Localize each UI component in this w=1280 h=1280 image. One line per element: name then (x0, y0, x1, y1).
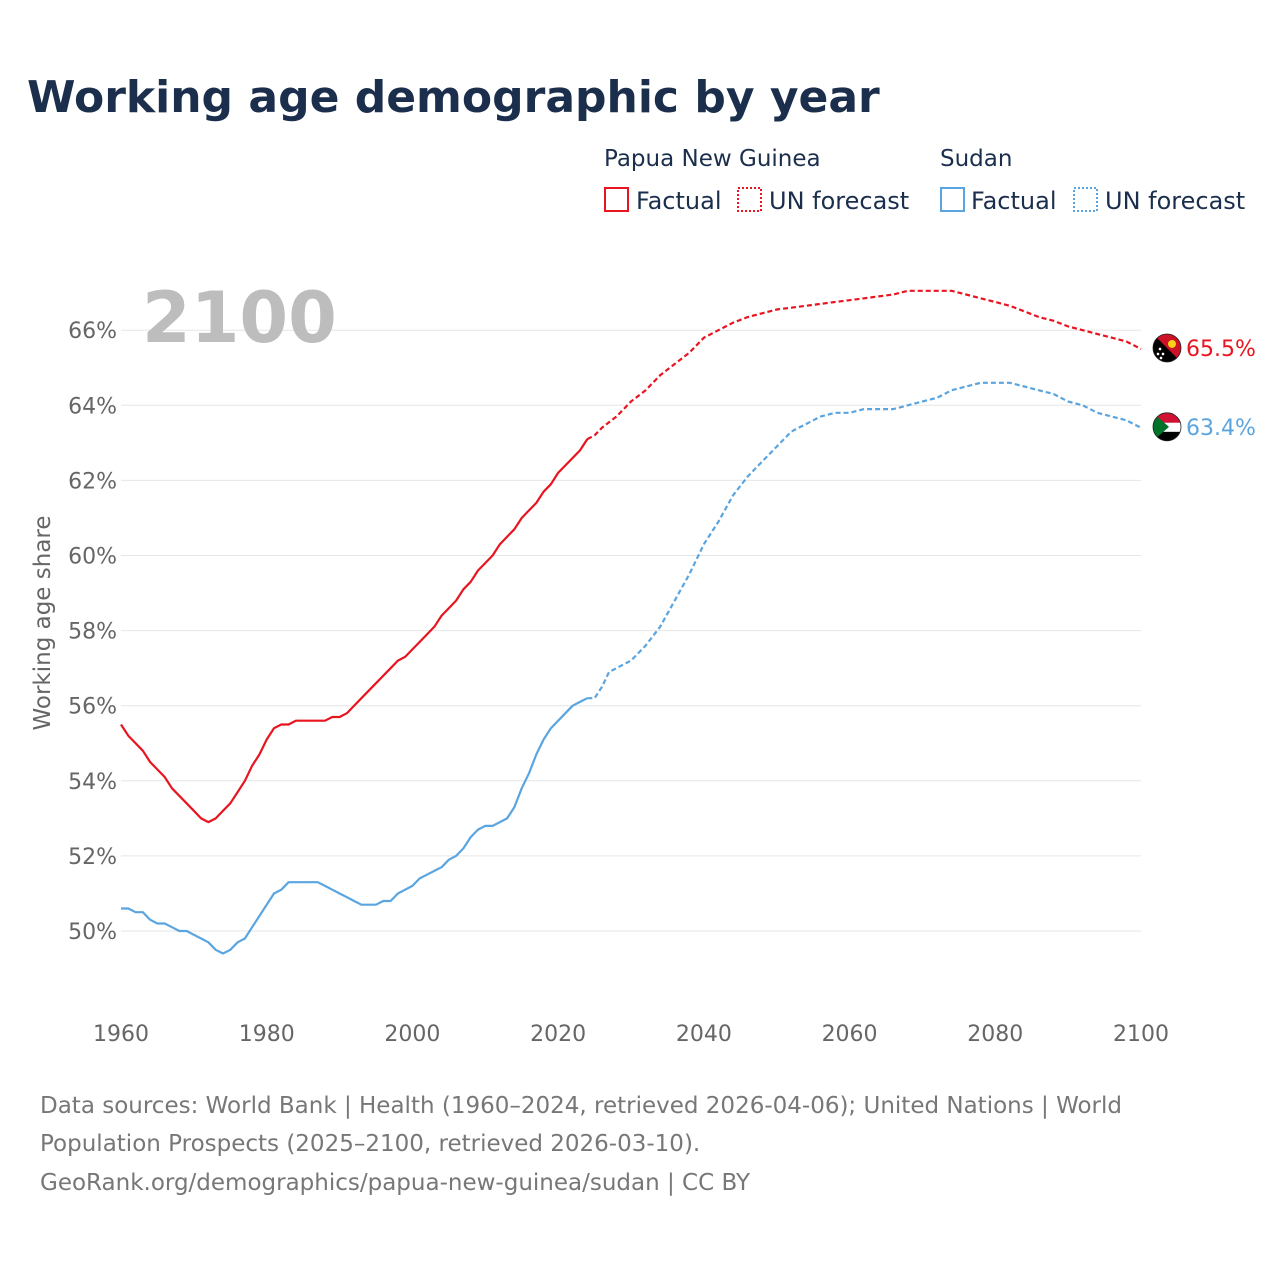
source-line-2: Population Prospects (2025–2100, retriev… (40, 1131, 700, 1157)
legend-swatch-forecast-papua-new-guinea (737, 187, 762, 212)
y-tick-label: 62% (68, 469, 117, 494)
series-line-forecast-sudan[interactable] (587, 381, 1142, 700)
papua-new-guinea-flag-icon (1153, 333, 1181, 362)
series-line-factual-papua-new-guinea[interactable] (120, 438, 589, 824)
x-tick-label: 2040 (676, 1022, 732, 1047)
series-line-forecast-papua-new-guinea[interactable] (586, 289, 1142, 441)
x-tick-label: 2020 (530, 1022, 586, 1047)
legend-label-factual-sudan: Factual (971, 187, 1057, 215)
legend-label-forecast-papua-new-guinea: UN forecast (769, 187, 909, 215)
series-line-factual-sudan[interactable] (121, 697, 588, 955)
y-tick-label: 50% (68, 920, 117, 945)
legend-label-factual-papua-new-guinea: Factual (636, 187, 722, 215)
end-value-label-sudan: 63.4% (1186, 416, 1256, 441)
end-value-label-papua-new-guinea: 65.5% (1186, 337, 1256, 362)
source-link[interactable]: GeoRank.org/demographics/papua-new-guine… (40, 1170, 751, 1196)
x-axis-ticks: 1960 1980 2000 2020 2040 2060 2080 2100 (93, 1022, 1169, 1047)
x-tick-label: 2000 (384, 1022, 440, 1047)
legend-group-papua-new-guinea[interactable]: Papua New Guinea Factual UN forecast (604, 146, 909, 215)
y-axis-ticks: 50% 52% 54% 56% 58% 60% 62% 64% 66% (68, 319, 117, 945)
current-year-watermark: 2100 (142, 277, 337, 359)
legend-group-title-papua-new-guinea: Papua New Guinea (604, 146, 821, 172)
x-tick-label: 1960 (93, 1022, 149, 1047)
gridlines (121, 329, 1141, 932)
series-lines (120, 289, 1142, 955)
source-line-1: Data sources: World Bank | Health (1960–… (40, 1093, 1122, 1119)
x-tick-label: 2080 (967, 1022, 1023, 1047)
series-endpoints: 65.5% 63.4% (1152, 333, 1256, 442)
x-tick-label: 1980 (239, 1022, 295, 1047)
legend-swatch-forecast-sudan (1073, 187, 1098, 212)
legend-group-sudan[interactable]: Sudan Factual UN forecast (940, 146, 1245, 215)
legend-swatch-factual-sudan (940, 187, 965, 212)
y-tick-label: 54% (68, 770, 117, 795)
y-tick-label: 64% (68, 394, 117, 419)
y-axis-label: Working age share (30, 515, 56, 730)
chart-title: Working age demographic by year (27, 72, 880, 123)
legend-group-title-sudan: Sudan (940, 146, 1012, 172)
y-tick-label: 52% (68, 845, 117, 870)
y-tick-label: 66% (68, 319, 117, 344)
y-tick-label: 58% (68, 620, 117, 645)
flag-ring (1152, 333, 1182, 363)
y-tick-label: 56% (68, 695, 117, 720)
y-tick-label: 60% (68, 545, 117, 570)
flag-ring (1152, 412, 1182, 442)
legend: Papua New Guinea Factual UN forecast Sud… (604, 146, 1245, 215)
sudan-flag-icon (1153, 412, 1181, 441)
legend-label-forecast-sudan: UN forecast (1105, 187, 1245, 215)
x-tick-label: 2100 (1113, 1022, 1169, 1047)
legend-swatch-factual-papua-new-guinea (604, 187, 629, 212)
x-tick-label: 2060 (822, 1022, 878, 1047)
